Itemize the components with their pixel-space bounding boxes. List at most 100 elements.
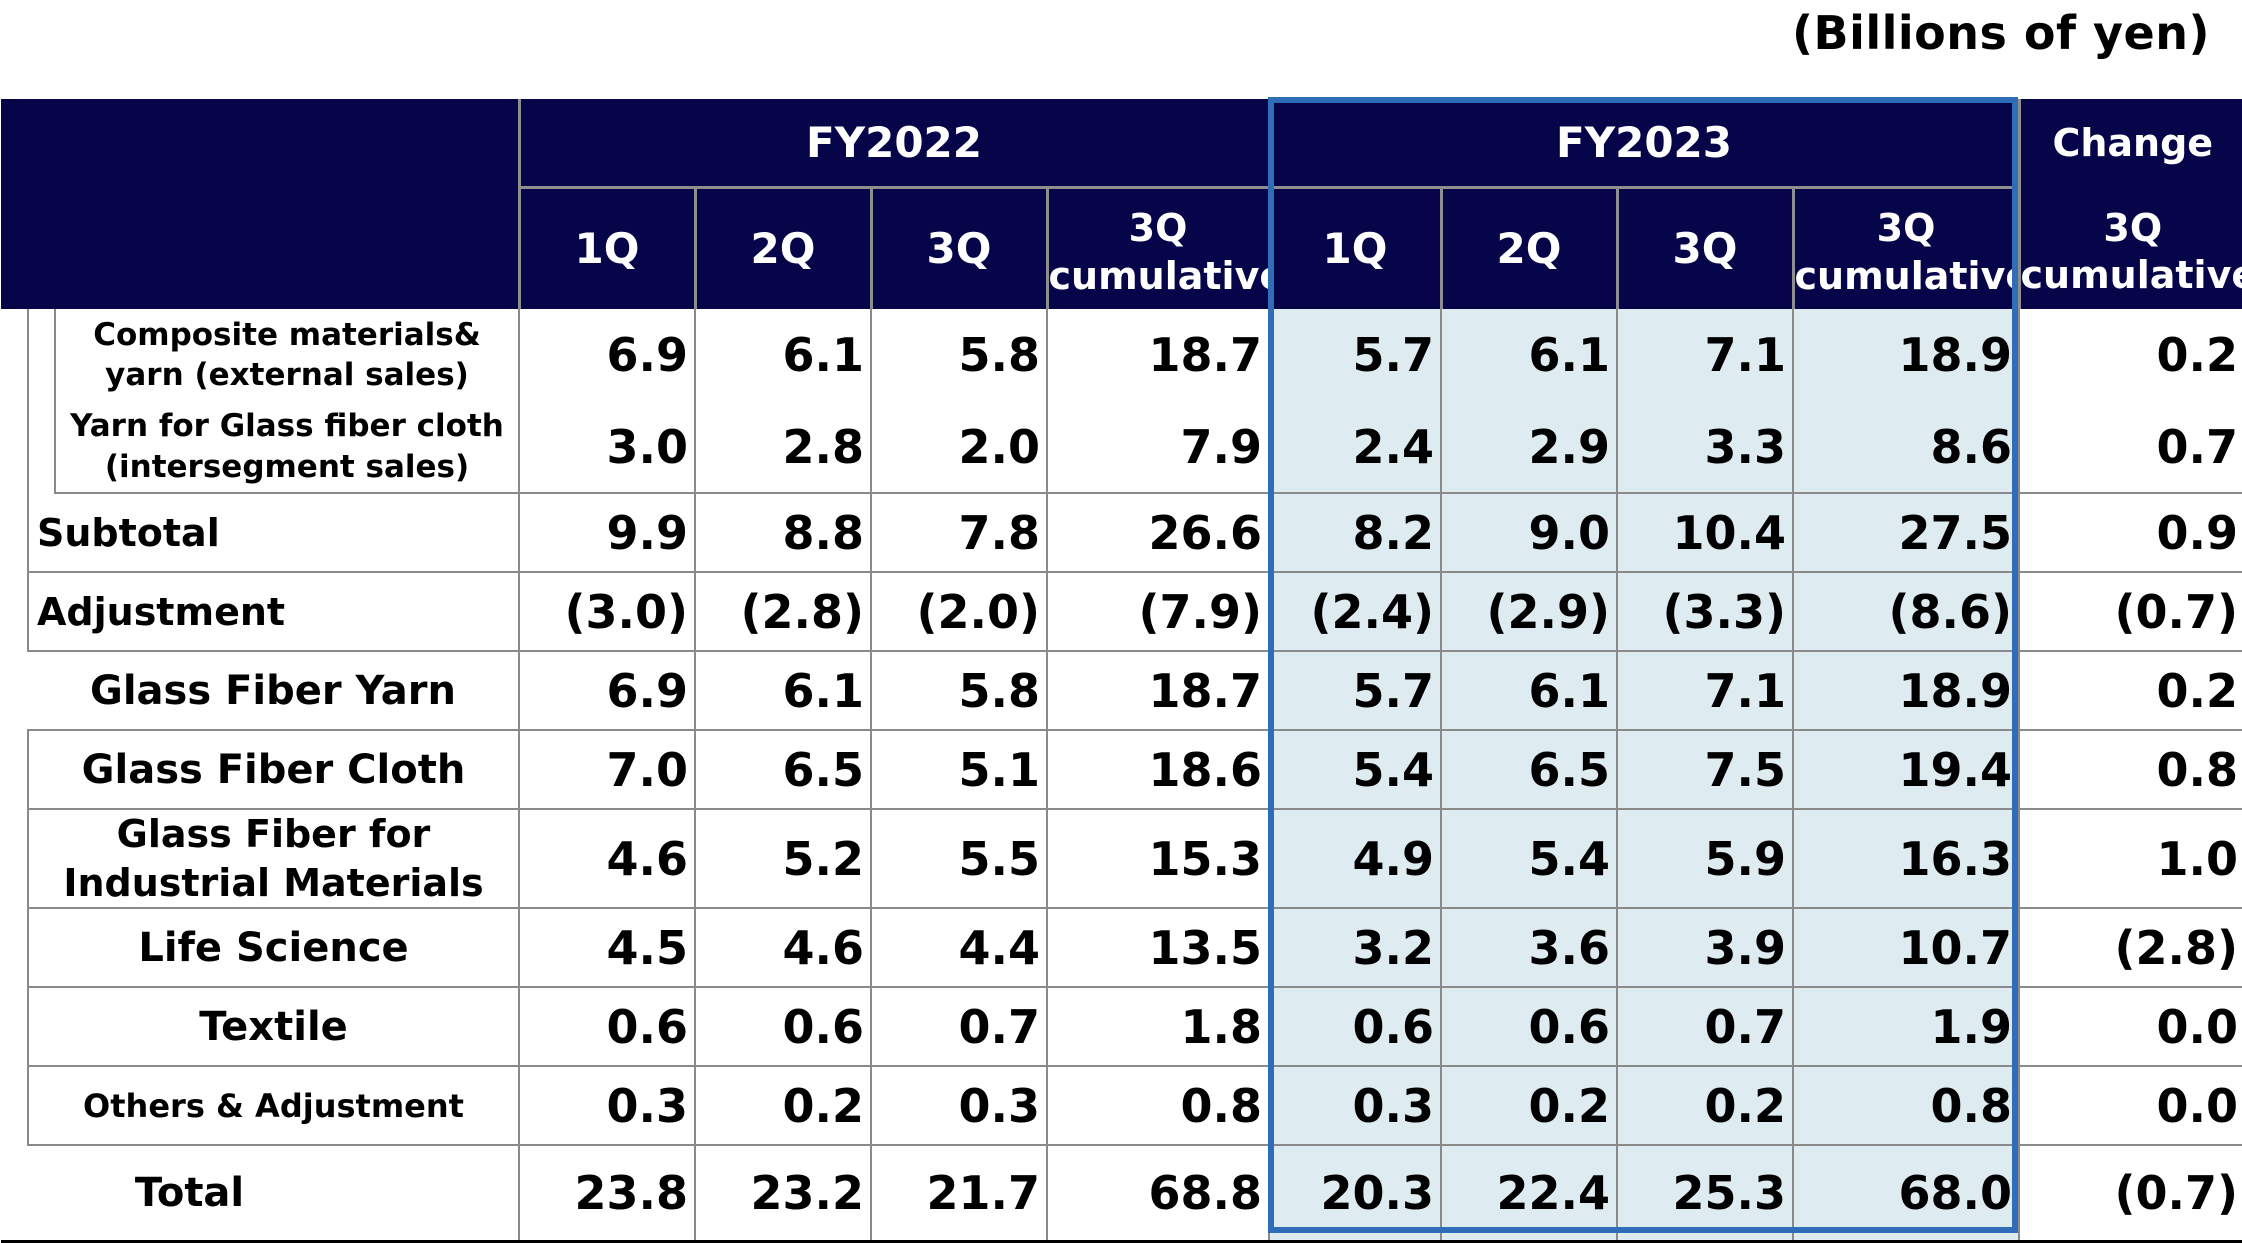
cell-value: 7.1 <box>1617 651 1794 731</box>
cell-value: 2.9 <box>1441 401 1618 494</box>
cell-value: 22.4 <box>1441 1145 1618 1243</box>
cell-value: 5.8 <box>871 651 1048 731</box>
cell-value: 5.5 <box>871 809 1048 910</box>
cell-value: 4.5 <box>519 908 696 989</box>
cell-value: 5.4 <box>1441 809 1618 910</box>
header-fy2022-3q: 3Q <box>871 187 1049 309</box>
cell-value: 23.8 <box>519 1145 696 1243</box>
cell-value: 23.2 <box>695 1145 872 1243</box>
cell-value: 1.8 <box>1047 987 1270 1068</box>
header-change: Change <box>2019 99 2242 187</box>
cell-value: 1.0 <box>2019 809 2242 910</box>
cell-value: 10.7 <box>1793 908 2020 989</box>
row-label-glass-fiber-cloth: Glass Fiber Cloth <box>27 730 520 810</box>
table-row: Textile 0.6 0.6 0.7 1.8 0.6 0.6 0.7 1.9 … <box>1 987 2242 1068</box>
header-fy2022-3q-cumulative: 3Q cumulative <box>1047 187 1271 309</box>
table-row: Glass Fiber Yarn 6.9 6.1 5.8 18.7 5.7 6.… <box>1 651 2242 731</box>
cell-value: 18.7 <box>1047 651 1270 731</box>
header-fy2022-2q: 2Q <box>695 187 873 309</box>
cell-value: 9.0 <box>1441 493 1618 573</box>
cell-value: 3.9 <box>1617 908 1794 989</box>
cell-value: 13.5 <box>1047 908 1270 989</box>
cell-value: 8.2 <box>1269 493 1442 573</box>
table-row: Adjustment (3.0) (2.8) (2.0) (7.9) (2.4)… <box>1 572 2242 652</box>
cell-value: 6.9 <box>519 309 696 401</box>
cell-value: 7.9 <box>1047 401 1270 494</box>
row-label-yarn-glass-fiber-cloth: Yarn for Glass fiber cloth (intersegment … <box>54 401 520 494</box>
row-label-glass-fiber-industrial: Glass Fiber for Industrial Materials <box>27 809 520 910</box>
cell-value: 6.1 <box>1441 651 1618 731</box>
cell-value: 18.9 <box>1793 651 2020 731</box>
table-row-total: Total 23.8 23.2 21.7 68.8 20.3 22.4 25.3… <box>1 1145 2242 1243</box>
header-corner <box>1 99 521 309</box>
cell-value: 0.3 <box>871 1066 1048 1147</box>
cell-value: 20.3 <box>1269 1145 1442 1243</box>
cell-value: 0.0 <box>2019 1066 2242 1147</box>
cell-value: 5.4 <box>1269 730 1442 810</box>
cell-value: 3.2 <box>1269 908 1442 989</box>
header-fy2023-3q: 3Q <box>1617 187 1795 309</box>
cell-value: 0.2 <box>1617 1066 1794 1147</box>
cell-value: 0.6 <box>1441 987 1618 1068</box>
cell-value: 3.0 <box>519 401 696 494</box>
table-row: Subtotal 9.9 8.8 7.8 26.6 8.2 9.0 10.4 2… <box>1 493 2242 573</box>
cell-value: 0.9 <box>2019 493 2242 573</box>
cell-value: (2.0) <box>871 572 1048 652</box>
cell-value: 16.3 <box>1793 809 2020 910</box>
cell-value: 25.3 <box>1617 1145 1794 1243</box>
row-label-total: Total <box>1 1145 520 1243</box>
header-fy2023-3q-cumulative: 3Q cumulative <box>1793 187 2021 309</box>
table-row: Composite materials& yarn (external sales… <box>1 309 2242 401</box>
cell-value: 4.9 <box>1269 809 1442 910</box>
cell-value: 7.5 <box>1617 730 1794 810</box>
table-row: Yarn for Glass fiber cloth (intersegment … <box>1 401 2242 494</box>
cell-value: 0.2 <box>2019 309 2242 401</box>
unit-note: (Billions of yen) <box>1792 6 2210 60</box>
cell-value: 0.6 <box>519 987 696 1068</box>
cell-value: 5.7 <box>1269 651 1442 731</box>
cell-value: 6.1 <box>695 651 872 731</box>
header-fy2023: FY2023 <box>1269 99 2021 189</box>
cell-value: 7.1 <box>1617 309 1794 401</box>
cell-value: 5.7 <box>1269 309 1442 401</box>
row-label-composite-materials: Composite materials& yarn (external sales… <box>54 309 520 401</box>
cell-value: 0.8 <box>1047 1066 1270 1147</box>
cell-value: 19.4 <box>1793 730 2020 810</box>
cell-value: 0.2 <box>1441 1066 1618 1147</box>
cell-value: 5.1 <box>871 730 1048 810</box>
cell-value: 0.6 <box>1269 987 1442 1068</box>
cell-value: (2.4) <box>1269 572 1442 652</box>
cell-value: 2.0 <box>871 401 1048 494</box>
cell-value: 2.4 <box>1269 401 1442 494</box>
cell-value: 18.9 <box>1793 309 2020 401</box>
cell-value: 5.9 <box>1617 809 1794 910</box>
cell-value: 0.2 <box>2019 651 2242 731</box>
row-label-others-adjustment: Others & Adjustment <box>27 1066 520 1147</box>
cell-value: 6.5 <box>695 730 872 810</box>
cell-value: (0.7) <box>2019 1145 2242 1243</box>
cell-value: 9.9 <box>519 493 696 573</box>
cell-value: 2.8 <box>695 401 872 494</box>
cell-value: 0.2 <box>695 1066 872 1147</box>
cell-value: 0.3 <box>519 1066 696 1147</box>
cell-value: 4.6 <box>695 908 872 989</box>
cell-value: (8.6) <box>1793 572 2020 652</box>
cell-value: 8.8 <box>695 493 872 573</box>
row-label-subtotal: Subtotal <box>27 493 520 573</box>
segment-sales-table: FY2022 FY2023 Change 1Q 2Q 3Q 3Q cumulati… <box>1 99 2242 1243</box>
cell-value: 0.6 <box>695 987 872 1068</box>
cell-value: 8.6 <box>1793 401 2020 494</box>
cell-value: 18.7 <box>1047 309 1270 401</box>
row-label-textile: Textile <box>27 987 520 1068</box>
table-row: Glass Fiber for Industrial Materials 4.6 … <box>1 809 2242 910</box>
cell-value: (3.0) <box>519 572 696 652</box>
cell-value: 0.7 <box>2019 401 2242 494</box>
cell-value: 1.9 <box>1793 987 2020 1068</box>
cell-value: (7.9) <box>1047 572 1270 652</box>
table-row: Life Science 4.5 4.6 4.4 13.5 3.2 3.6 3.… <box>1 908 2242 989</box>
cell-value: 3.6 <box>1441 908 1618 989</box>
cell-value: 68.0 <box>1793 1145 2020 1243</box>
cell-value: 7.0 <box>519 730 696 810</box>
cell-value: 68.8 <box>1047 1145 1270 1243</box>
cell-value: (2.8) <box>695 572 872 652</box>
